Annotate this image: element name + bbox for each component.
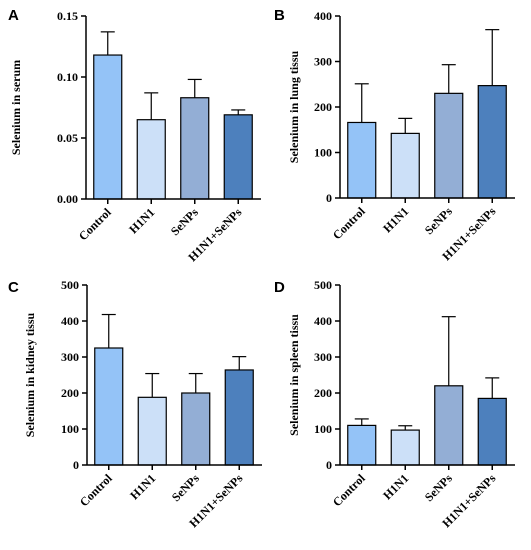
bar-senps (434, 385, 464, 466)
x-category-label: Control (77, 471, 115, 509)
x-category-label: Control (76, 205, 114, 243)
bar-h1n1 (136, 119, 166, 200)
y-tick-label: 200 (314, 386, 332, 400)
bar-h1n1-senps (477, 85, 507, 199)
x-category-label: SeNPs (168, 205, 201, 238)
y-axis-title: Selenium in spleen tissu (287, 314, 301, 436)
y-tick-label: 0.05 (57, 131, 78, 145)
y-tick-label: 200 (61, 386, 79, 400)
y-tick-label: 300 (314, 350, 332, 364)
y-tick-label: 300 (61, 350, 79, 364)
y-tick-label: 500 (314, 278, 332, 292)
bar-h1n1-senps (223, 114, 253, 200)
x-category-label: H1N1 (380, 204, 411, 235)
y-tick-label: 100 (314, 146, 332, 160)
bar-senps (180, 97, 210, 200)
panel-B: B Selenium in lung tissu 0 100 200 300 400 Cont… (274, 7, 515, 263)
bar-control (347, 121, 377, 199)
bar-h1n1 (137, 396, 167, 466)
y-tick-label: 100 (314, 422, 332, 436)
bar-control (93, 54, 123, 200)
bar-h1n1 (390, 132, 420, 199)
y-tick-label: 500 (61, 278, 79, 292)
x-category-label: SeNPs (422, 471, 455, 504)
y-axis-title: Selenium in lung tissu (287, 50, 301, 163)
panel-letter: C (8, 279, 19, 296)
panel-A: A Selenium in serum 0.00 0.05 0.10 0.15 Contro… (8, 7, 261, 264)
y-tick-label: 0.15 (57, 9, 78, 23)
bar-h1n1 (390, 429, 420, 466)
bar-senps (434, 92, 464, 199)
x-category-label: H1N1 (127, 471, 158, 502)
y-tick-label: 300 (314, 55, 332, 69)
y-tick-label: 400 (314, 9, 332, 23)
bar-senps (181, 392, 211, 466)
y-tick-label: 200 (314, 100, 332, 114)
y-tick-label: 0.10 (57, 70, 78, 84)
y-tick-label: 0 (73, 458, 79, 472)
panel-D: D Selenium in spleen tissu 0 100 200 300 400 50… (274, 278, 515, 530)
y-axis-title: Selenium in serum (9, 60, 23, 155)
panel-letter: B (274, 7, 285, 24)
y-tick-label: 400 (61, 314, 79, 328)
x-category-label: Control (330, 471, 368, 509)
bar-h1n1-senps (477, 397, 507, 466)
y-tick-label: 100 (61, 422, 79, 436)
x-category-label: SeNPs (169, 471, 202, 504)
panel-letter: A (8, 7, 19, 24)
y-tick-label: 0 (326, 191, 332, 205)
panel-letter: D (274, 279, 285, 296)
x-category-label: H1N1 (380, 471, 411, 502)
bar-control (94, 347, 124, 466)
y-tick-label: 0.00 (57, 192, 78, 206)
y-tick-label: 400 (314, 314, 332, 328)
x-category-label: Control (330, 204, 368, 242)
y-axis-title: Selenium in kidney tissu (23, 312, 37, 437)
bar-control (347, 424, 377, 466)
x-category-label: SeNPs (422, 204, 455, 237)
bar-h1n1-senps (224, 369, 254, 466)
panel-C: C Selenium in kidney tissu 0 100 200 300 400 50… (8, 278, 262, 530)
y-tick-label: 0 (326, 458, 332, 472)
x-category-label: H1N1 (126, 205, 157, 236)
